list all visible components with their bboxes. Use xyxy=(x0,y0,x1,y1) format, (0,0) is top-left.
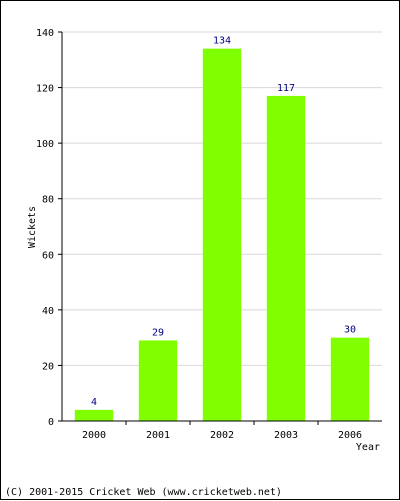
data-label: 4 xyxy=(91,397,97,408)
bar-2006 xyxy=(330,337,370,421)
x-axis-label: Year xyxy=(356,442,380,453)
data-label: 30 xyxy=(344,325,356,336)
data-labels: 4 29 134 117 30 xyxy=(91,36,356,408)
y-tick-label: 20 xyxy=(42,361,54,372)
x-tick-label: 2006 xyxy=(338,430,362,441)
data-label: 29 xyxy=(152,327,164,338)
x-tick-label: 2003 xyxy=(274,430,298,441)
y-tick-label: 60 xyxy=(42,250,54,261)
data-label: 117 xyxy=(277,83,295,94)
x-tick-label: 2001 xyxy=(146,430,170,441)
data-label: 134 xyxy=(213,36,231,47)
x-tick-label: 2000 xyxy=(82,430,106,441)
copyright-footer: (C) 2001-2015 Cricket Web (www.cricketwe… xyxy=(5,487,282,498)
y-tick-label: 120 xyxy=(36,84,54,95)
bar-2000 xyxy=(74,409,114,421)
y-tick-labels: 0 20 40 60 80 100 120 140 xyxy=(36,28,54,428)
y-tick-label: 40 xyxy=(42,306,54,317)
y-axis-label: Wickets xyxy=(27,206,38,248)
y-tick-label: 80 xyxy=(42,195,54,206)
bar-2001 xyxy=(138,340,178,421)
bar-2002 xyxy=(202,48,242,422)
x-tick-label: 2002 xyxy=(210,430,234,441)
y-tick-label: 0 xyxy=(48,417,54,428)
x-tick-labels: 2000 2001 2002 2003 2006 xyxy=(82,430,362,441)
bars xyxy=(74,48,370,422)
y-tick-label: 140 xyxy=(36,28,54,39)
bar-2003 xyxy=(266,95,306,422)
y-tick-label: 100 xyxy=(36,139,54,150)
axes xyxy=(58,31,382,425)
